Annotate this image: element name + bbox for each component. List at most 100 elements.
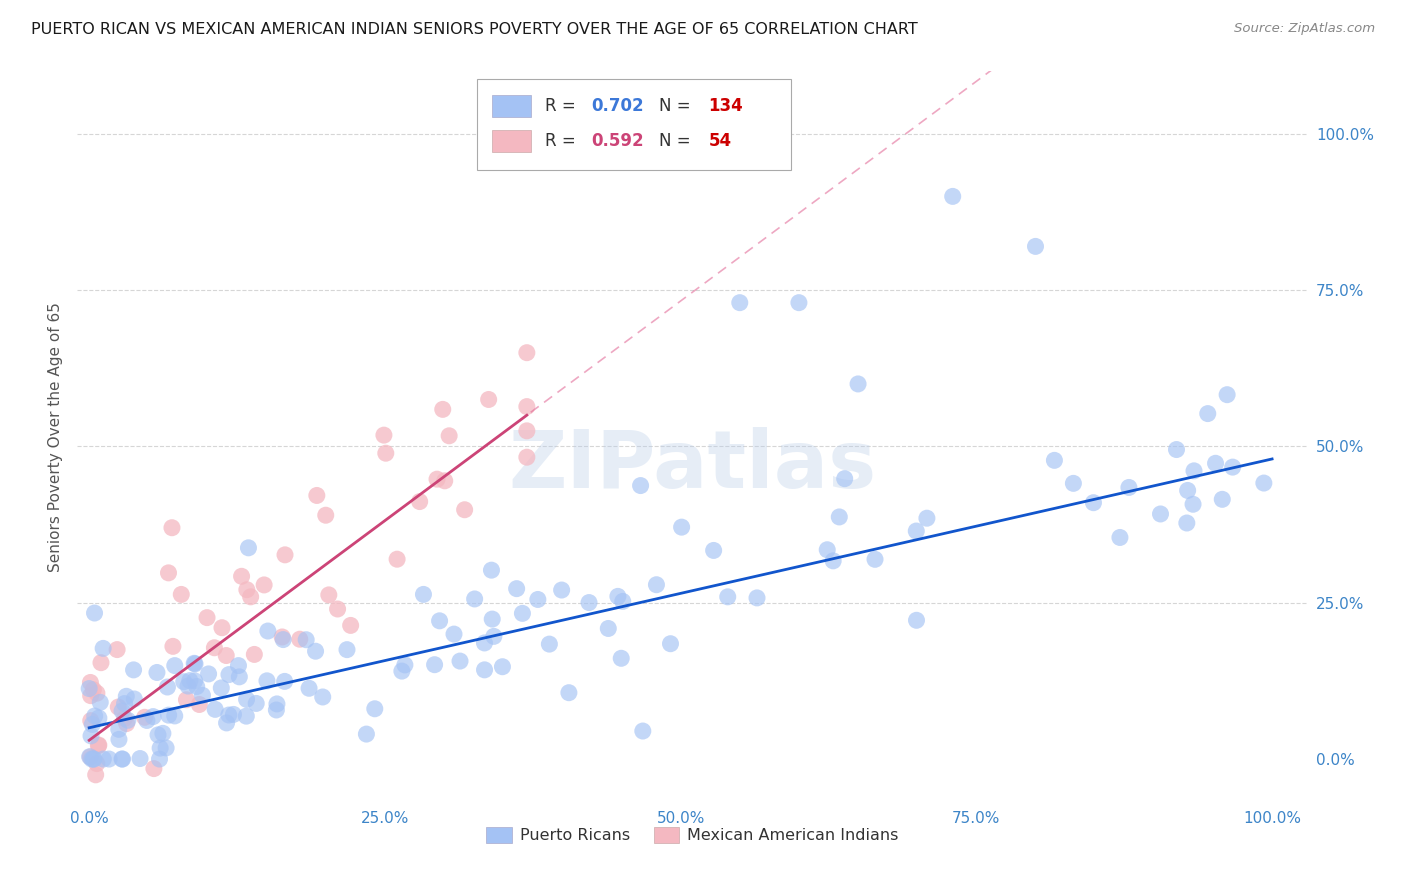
Point	[606, 590, 628, 604]
Point	[1205, 456, 1227, 470]
Point	[298, 681, 321, 696]
Point	[77, 681, 100, 696]
Point	[426, 472, 449, 486]
Point	[373, 428, 395, 442]
Point	[82, 752, 104, 766]
Point	[188, 698, 211, 712]
Point	[146, 728, 169, 742]
Point	[108, 732, 131, 747]
Point	[394, 657, 416, 672]
Point	[186, 680, 208, 694]
Text: 0.592: 0.592	[592, 132, 644, 150]
Point	[218, 667, 240, 681]
Point	[256, 673, 278, 688]
Point	[482, 629, 505, 643]
Point	[578, 596, 600, 610]
Point	[211, 621, 233, 635]
Point	[305, 488, 328, 502]
Point	[107, 723, 129, 737]
Point	[659, 637, 682, 651]
Point	[170, 587, 193, 601]
Point	[79, 750, 101, 764]
Point	[538, 637, 561, 651]
Point	[87, 738, 110, 752]
Point	[173, 674, 195, 689]
Point	[89, 695, 111, 709]
Point	[516, 400, 538, 414]
Point	[1182, 464, 1205, 478]
Point	[204, 702, 226, 716]
Point	[671, 520, 693, 534]
Point	[111, 752, 134, 766]
Point	[339, 618, 361, 632]
Point	[163, 709, 186, 723]
Point	[115, 690, 138, 704]
Point	[157, 708, 180, 723]
Point	[412, 587, 434, 601]
FancyBboxPatch shape	[492, 95, 531, 118]
Point	[1182, 497, 1205, 511]
Legend: Puerto Ricans, Mexican American Indians: Puerto Ricans, Mexican American Indians	[479, 821, 905, 850]
Point	[1177, 483, 1199, 498]
Point	[478, 392, 501, 407]
Point	[905, 613, 928, 627]
Text: ZIPatlas: ZIPatlas	[509, 427, 876, 506]
Point	[79, 675, 101, 690]
Point	[443, 627, 465, 641]
Point	[942, 189, 965, 203]
Point	[176, 692, 198, 706]
Point	[152, 726, 174, 740]
Point	[155, 740, 177, 755]
Point	[915, 511, 938, 525]
Point	[146, 665, 169, 680]
Point	[863, 552, 886, 566]
Point	[243, 648, 266, 662]
Point	[356, 727, 378, 741]
Point	[787, 295, 810, 310]
Point	[235, 692, 257, 706]
Point	[114, 697, 136, 711]
Point	[326, 602, 349, 616]
Point	[86, 686, 108, 700]
Point	[474, 663, 496, 677]
Point	[83, 752, 105, 766]
Point	[84, 768, 107, 782]
Point	[82, 717, 104, 731]
Point	[239, 590, 262, 604]
Point	[516, 424, 538, 438]
Point	[197, 667, 219, 681]
Point	[271, 630, 294, 644]
Point	[87, 711, 110, 725]
Point	[156, 680, 179, 694]
Point	[238, 541, 260, 555]
Point	[162, 640, 184, 654]
Point	[129, 751, 152, 765]
Text: R =: R =	[546, 132, 581, 150]
Point	[79, 689, 101, 703]
Point	[142, 762, 165, 776]
Point	[408, 494, 430, 508]
Point	[83, 709, 105, 723]
Point	[80, 729, 103, 743]
Point	[115, 716, 138, 731]
Point	[432, 402, 454, 417]
Point	[209, 681, 232, 695]
Point	[111, 752, 134, 766]
Point	[598, 622, 620, 636]
Point	[336, 642, 359, 657]
Point	[177, 679, 200, 693]
Point	[80, 752, 103, 766]
Point	[235, 709, 257, 723]
Point	[1149, 507, 1171, 521]
Text: PUERTO RICAN VS MEXICAN AMERICAN INDIAN SENIORS POVERTY OVER THE AGE OF 65 CORRE: PUERTO RICAN VS MEXICAN AMERICAN INDIAN …	[31, 22, 918, 37]
Point	[645, 578, 668, 592]
Point	[318, 588, 340, 602]
Text: N =: N =	[659, 132, 696, 150]
Point	[98, 752, 121, 766]
Point	[631, 724, 654, 739]
Point	[516, 345, 538, 359]
Point	[271, 632, 294, 647]
Point	[183, 673, 205, 688]
Point	[374, 446, 396, 460]
Y-axis label: Seniors Poverty Over the Age of 65: Seniors Poverty Over the Age of 65	[48, 302, 63, 572]
